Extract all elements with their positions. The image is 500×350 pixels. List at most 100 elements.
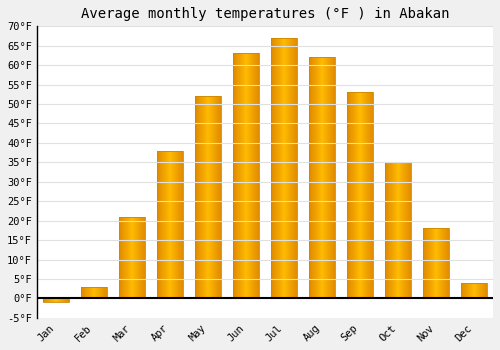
Bar: [58, 299, 59, 302]
Bar: [251, 54, 252, 299]
Bar: [365, 92, 366, 299]
Bar: [310, 57, 311, 299]
Bar: [258, 54, 259, 299]
Bar: [255, 54, 256, 299]
Bar: [463, 283, 464, 299]
Bar: [270, 38, 271, 299]
Bar: [89, 287, 90, 299]
Bar: [82, 287, 83, 299]
Bar: [118, 217, 119, 299]
Bar: [319, 57, 320, 299]
Bar: [122, 217, 123, 299]
Bar: [95, 287, 96, 299]
Bar: [85, 287, 86, 299]
Bar: [163, 151, 164, 299]
Bar: [478, 283, 479, 299]
Bar: [406, 162, 407, 299]
Bar: [83, 287, 84, 299]
Bar: [88, 287, 89, 299]
Bar: [195, 96, 196, 299]
Bar: [52, 299, 53, 302]
Bar: [94, 287, 95, 299]
Bar: [312, 57, 313, 299]
Bar: [368, 92, 369, 299]
Bar: [217, 96, 218, 299]
Bar: [443, 229, 444, 299]
Bar: [59, 299, 60, 302]
Bar: [311, 57, 312, 299]
Bar: [200, 96, 201, 299]
Bar: [166, 151, 167, 299]
Bar: [464, 283, 465, 299]
Bar: [84, 287, 85, 299]
Bar: [170, 151, 171, 299]
Bar: [286, 38, 287, 299]
Bar: [432, 229, 433, 299]
Bar: [211, 96, 212, 299]
Bar: [175, 151, 176, 299]
Bar: [364, 92, 365, 299]
Bar: [280, 38, 281, 299]
Bar: [294, 38, 295, 299]
Bar: [65, 299, 66, 302]
Bar: [390, 162, 391, 299]
Bar: [357, 92, 358, 299]
Bar: [293, 38, 294, 299]
Bar: [119, 217, 120, 299]
Bar: [87, 287, 88, 299]
Bar: [475, 283, 476, 299]
Bar: [232, 54, 233, 299]
Bar: [389, 162, 390, 299]
Bar: [201, 96, 202, 299]
Bar: [156, 151, 157, 299]
Bar: [214, 96, 215, 299]
Bar: [384, 162, 411, 299]
Bar: [81, 287, 82, 299]
Bar: [202, 96, 203, 299]
Bar: [472, 283, 473, 299]
Bar: [290, 38, 291, 299]
Bar: [283, 38, 284, 299]
Bar: [438, 229, 439, 299]
Bar: [313, 57, 314, 299]
Bar: [346, 92, 374, 299]
Bar: [212, 96, 213, 299]
Bar: [473, 283, 474, 299]
Bar: [47, 299, 48, 302]
Bar: [318, 57, 319, 299]
Bar: [250, 54, 251, 299]
Bar: [167, 151, 168, 299]
Bar: [99, 287, 100, 299]
Bar: [323, 57, 324, 299]
Bar: [444, 229, 445, 299]
Bar: [179, 151, 180, 299]
Bar: [118, 217, 145, 299]
Bar: [53, 299, 54, 302]
Bar: [350, 92, 351, 299]
Bar: [426, 229, 427, 299]
Bar: [91, 287, 92, 299]
Bar: [135, 217, 136, 299]
Bar: [50, 299, 51, 302]
Bar: [296, 38, 297, 299]
Bar: [329, 57, 330, 299]
Bar: [97, 287, 98, 299]
Bar: [466, 283, 467, 299]
Bar: [272, 38, 273, 299]
Bar: [245, 54, 246, 299]
Bar: [467, 283, 468, 299]
Bar: [276, 38, 277, 299]
Bar: [447, 229, 448, 299]
Bar: [55, 299, 56, 302]
Bar: [331, 57, 332, 299]
Bar: [194, 96, 195, 299]
Bar: [354, 92, 355, 299]
Bar: [446, 229, 447, 299]
Bar: [359, 92, 360, 299]
Bar: [128, 217, 129, 299]
Bar: [317, 57, 318, 299]
Bar: [120, 217, 121, 299]
Bar: [476, 283, 477, 299]
Bar: [129, 217, 130, 299]
Bar: [169, 151, 170, 299]
